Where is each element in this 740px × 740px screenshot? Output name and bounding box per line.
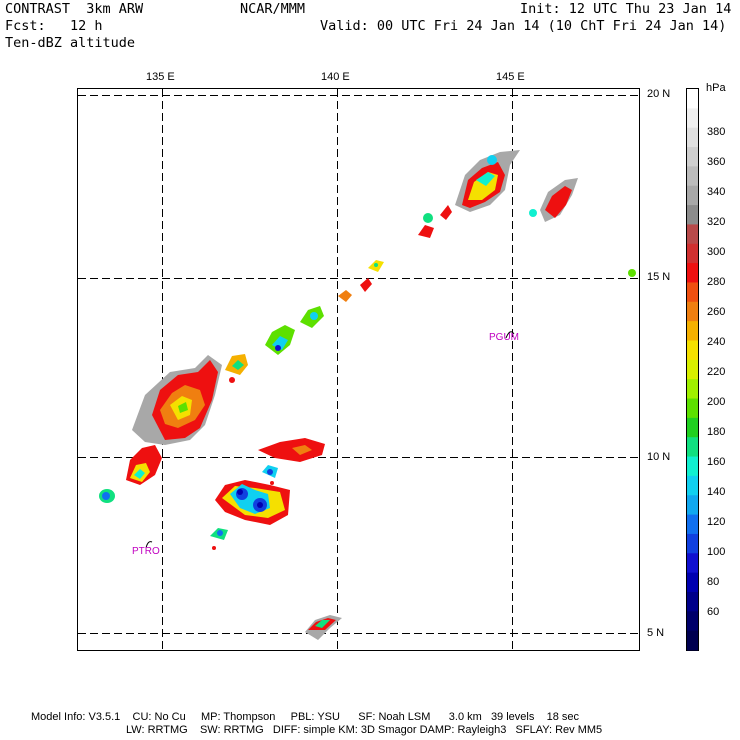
echo-cell: [215, 480, 290, 525]
colorbar-swatch: [687, 263, 698, 283]
colorbar-tick-label: 160: [707, 456, 726, 468]
lat-label-5: 5 N: [647, 627, 665, 639]
echo-cell: [628, 269, 636, 277]
colorbar-tick-label: 180: [707, 426, 726, 438]
colorbar-swatch: [687, 185, 698, 206]
station-markers: [145, 331, 515, 549]
model-info-line1: Model Info: V3.5.1 CU: No Cu MP: Thompso…: [31, 711, 579, 723]
colorbar-tick-label: 220: [707, 366, 726, 378]
echo-cell: [368, 260, 384, 272]
colorbar-swatch: [687, 127, 698, 148]
colorbar-swatch: [687, 456, 698, 477]
colorbar-tick-label: 300: [707, 246, 726, 258]
colorbar-tick-label: 140: [707, 486, 726, 498]
ptro-marker: [145, 541, 153, 549]
echo-cell: [265, 325, 295, 355]
lat-label-10: 10 N: [647, 451, 671, 463]
colorbar-swatch: [687, 572, 698, 593]
lon-label-145: 145 E: [496, 71, 525, 83]
colorbar-swatch: [687, 553, 698, 574]
colorbar-swatch: [687, 437, 698, 458]
model-title: CONTRAST 3km ARW: [5, 1, 144, 17]
colorbar-swatch: [687, 301, 698, 322]
colorbar-tick-label: 120: [707, 516, 726, 528]
station-label-ptro: PTRO: [132, 546, 160, 557]
echo-cell: [99, 489, 115, 503]
colorbar-tick-label: 280: [707, 276, 726, 288]
echo-cell: [210, 528, 228, 550]
colorbar-swatch: [687, 630, 698, 651]
colorbar-swatch: [687, 243, 698, 264]
colorbar-swatch: [687, 359, 698, 380]
lon-label-135: 135 E: [146, 71, 175, 83]
colorbar-swatch: [687, 340, 698, 361]
colorbar-tick-label: 100: [707, 546, 726, 558]
colorbar-tick-label: 380: [707, 126, 726, 138]
colorbar-swatch: [687, 533, 698, 554]
pgum-marker: [505, 331, 515, 339]
colorbar-swatch: [687, 224, 698, 245]
echo-cell: [455, 150, 520, 212]
lat-label-20: 20 N: [647, 88, 671, 100]
colorbar-tick-label: 260: [707, 306, 726, 318]
model-info-line2: LW: RRTMG SW: RRTMG DIFF: simple KM: 3D …: [126, 724, 603, 736]
echo-cell: [132, 355, 222, 445]
echo-cell: [360, 278, 372, 292]
echo-cells: [99, 150, 636, 640]
forecast-hour: Fcst: 12 h: [5, 18, 103, 34]
echo-cell: [126, 445, 162, 485]
colorbar-swatch: [687, 89, 698, 109]
echo-cell: [418, 213, 434, 238]
echo-cell: [529, 178, 578, 222]
echo-cell: [338, 290, 352, 302]
colorbar-swatch: [687, 475, 698, 496]
colorbar-tick-label: 320: [707, 216, 726, 228]
colorbar-tick-label: 360: [707, 156, 726, 168]
colorbar-swatch: [687, 591, 698, 612]
colorbar-tick-label: 60: [707, 606, 720, 618]
echo-cell: [440, 205, 452, 220]
colorbar-tick-label: 240: [707, 336, 726, 348]
lon-label-140: 140 E: [321, 71, 350, 83]
valid-time: Valid: 00 UTC Fri 24 Jan 14 (10 ChT Fri …: [320, 18, 727, 34]
lat-label-15: 15 N: [647, 271, 671, 283]
map-frame: [77, 88, 640, 651]
colorbar-tick-label: 80: [707, 576, 720, 588]
colorbar-swatch: [687, 514, 698, 535]
colorbar-unit: hPa: [706, 82, 726, 94]
colorbar-swatch: [687, 282, 698, 303]
echo-cell: [262, 465, 278, 485]
echo-cell: [300, 306, 324, 328]
echo-cell: [258, 438, 325, 462]
colorbar-tick-label: 340: [707, 186, 726, 198]
organization-label: NCAR/MMM: [240, 1, 306, 17]
colorbar-swatch: [687, 205, 698, 225]
colorbar-tick-label: 200: [707, 396, 726, 408]
graticule: [78, 89, 639, 650]
echo-cell: [305, 615, 342, 640]
echo-cell: [225, 354, 248, 383]
colorbar-swatch: [687, 417, 698, 438]
colorbar-swatch: [687, 379, 698, 400]
station-label-pgum: PGUM: [489, 332, 519, 343]
colorbar-swatch: [687, 108, 698, 129]
colorbar-swatch: [687, 398, 698, 419]
field-title: Ten-dBZ altitude: [5, 35, 136, 51]
colorbar: [687, 89, 698, 651]
colorbar-swatch: [687, 321, 698, 341]
colorbar-swatch: [687, 166, 698, 187]
colorbar-swatch: [687, 611, 698, 632]
colorbar-swatch: [687, 147, 698, 167]
init-time: Init: 12 UTC Thu 23 Jan 14: [520, 1, 732, 17]
colorbar-swatch: [687, 495, 698, 516]
